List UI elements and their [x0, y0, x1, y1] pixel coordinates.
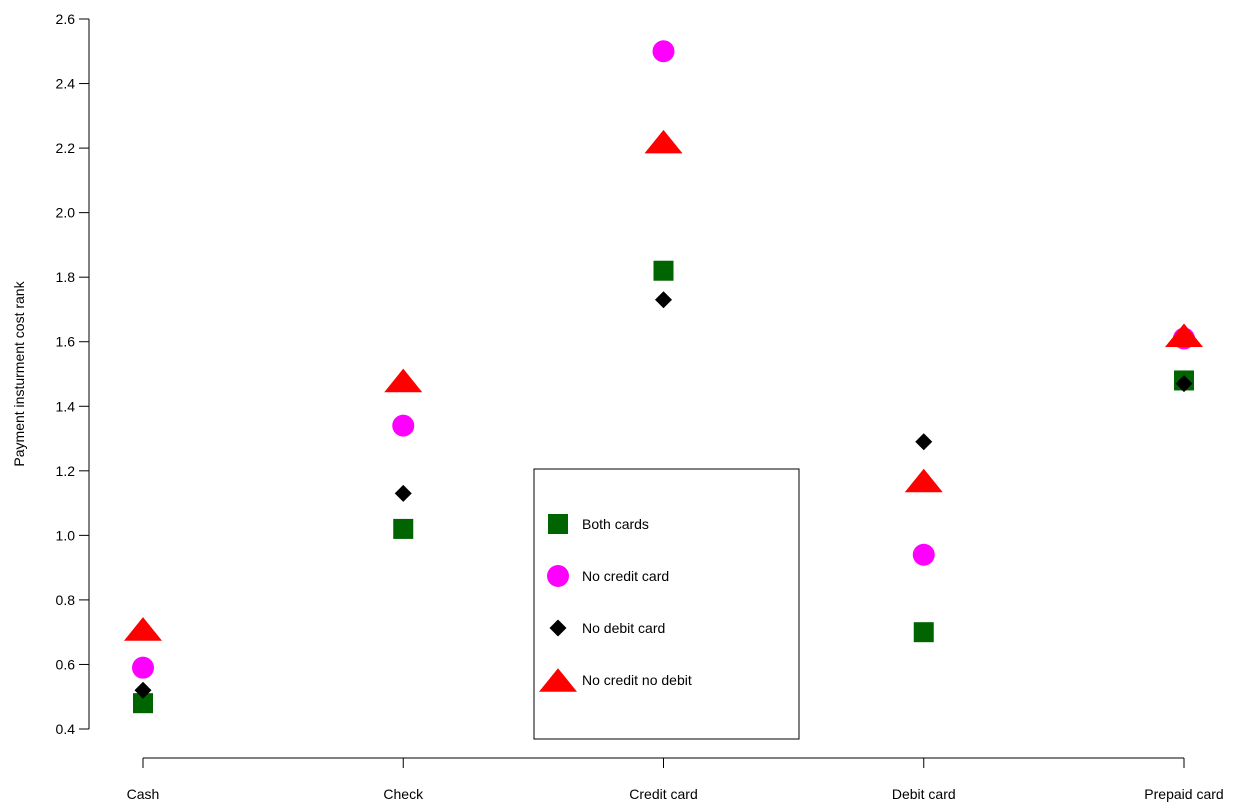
y-tick-label: 1.8: [56, 269, 76, 285]
y-axis: 0.4 0.6 0.8 1.0 1.2 1.4 1.6 1.8 2.0 2.2 2.4 2.6: [56, 11, 90, 737]
data-points: [124, 40, 1203, 714]
y-tick-label: 1.2: [56, 463, 76, 479]
legend-square-icon: [548, 514, 568, 534]
series-no-credit-no-debit: [124, 129, 1203, 641]
y-tick-label: 0.4: [56, 721, 76, 737]
triangle-point-debit-card: [904, 468, 943, 493]
legend-box: [533, 468, 800, 740]
x-tick-label: Debit card: [892, 786, 956, 802]
circle-point-check: [392, 414, 415, 437]
circle-point-credit-card: [652, 40, 675, 63]
square-point-cash: [133, 693, 153, 714]
x-tick-label: Cash: [127, 786, 160, 802]
legend-label: No credit card: [582, 568, 669, 584]
y-tick-label: 0.8: [56, 592, 76, 608]
legend-triangle-icon: [539, 668, 577, 692]
legend-label: No debit card: [582, 620, 665, 636]
legend-circle-icon: [547, 565, 569, 587]
y-tick-label: 1.6: [56, 334, 76, 350]
legend-item-no-credit-no-debit: No credit no debit: [539, 668, 692, 692]
y-axis-label: Payment insturment cost rank: [11, 280, 27, 466]
diamond-point-cash: [134, 681, 152, 699]
y-tick-label: 2.2: [56, 140, 76, 156]
triangle-point-credit-card: [644, 129, 683, 154]
diamond-point-prepaid-card: [1175, 375, 1193, 393]
y-tick-label: 2.0: [56, 205, 76, 221]
legend-item-both-cards: Both cards: [548, 514, 649, 534]
triangle-point-prepaid-card: [1165, 323, 1203, 348]
x-axis: Cash Check Credit card Debit card Prepaid ca…: [127, 757, 1224, 802]
y-tick-label: 0.6: [56, 656, 76, 672]
legend-item-no-credit-card: No credit card: [547, 565, 669, 587]
triangle-point-check: [384, 368, 423, 393]
diamond-point-credit-card: [655, 291, 672, 309]
square-point-debit-card: [913, 622, 934, 643]
square-point-credit-card: [653, 260, 674, 281]
x-tick-label: Credit card: [629, 786, 697, 802]
square-point-check: [393, 518, 414, 539]
y-tick-label: 1.4: [56, 398, 76, 414]
diamond-point-check: [394, 484, 412, 502]
series-both-cards: [133, 260, 1194, 714]
x-tick-label: Prepaid card: [1144, 786, 1223, 802]
legend-diamond-icon: [549, 619, 567, 637]
x-tick-label: Check: [383, 786, 424, 802]
circle-point-cash: [132, 656, 154, 679]
legend-label: Both cards: [582, 516, 649, 532]
legend: Both cards No credit card No debit card No …: [533, 468, 800, 740]
diamond-point-debit-card: [915, 433, 933, 451]
legend-label: No credit no debit: [582, 672, 692, 688]
y-tick-label: 2.6: [56, 11, 76, 27]
legend-item-no-debit-card: No debit card: [549, 619, 665, 637]
circle-point-debit-card: [912, 543, 935, 566]
y-tick-label: 1.0: [56, 527, 76, 543]
series-no-debit-card: [134, 291, 1193, 699]
triangle-point-cash: [124, 617, 162, 641]
y-tick-label: 2.4: [56, 76, 76, 92]
